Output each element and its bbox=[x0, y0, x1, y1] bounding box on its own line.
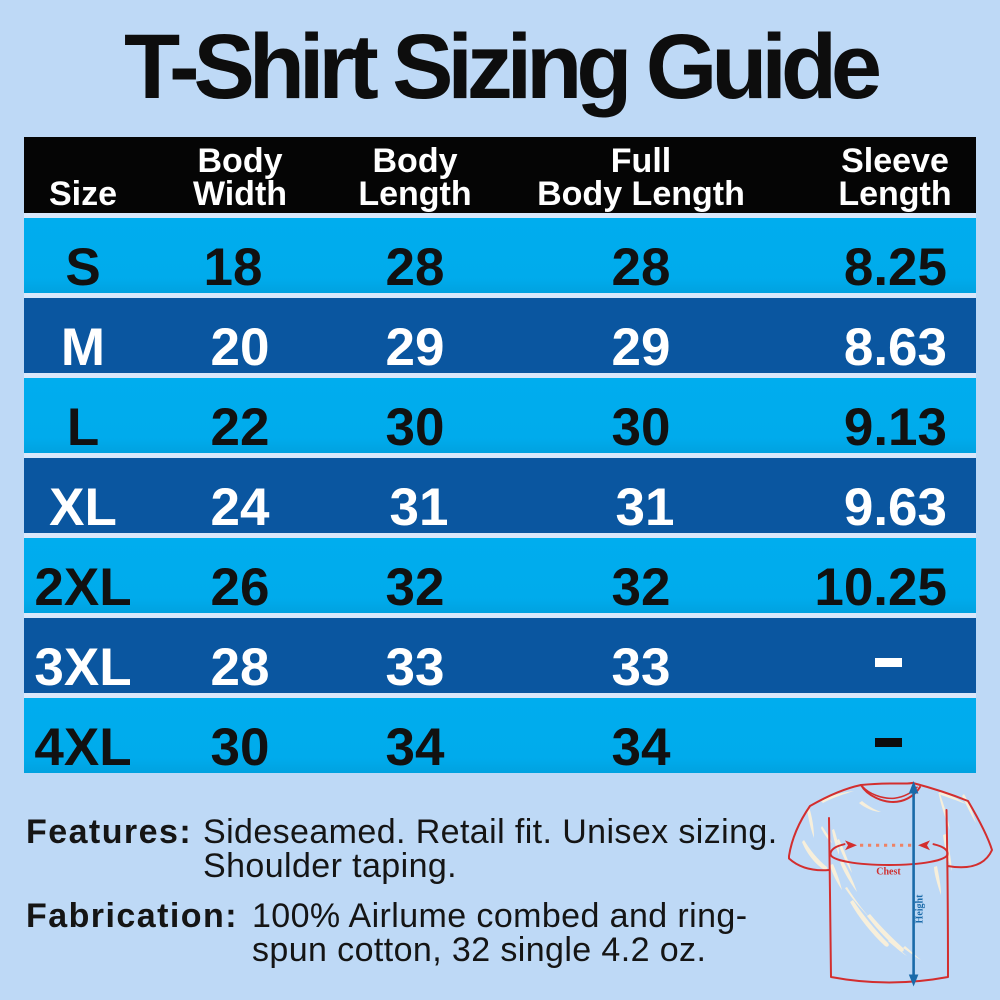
svg-text:Chest: Chest bbox=[876, 867, 901, 878]
svg-text:Height: Height bbox=[915, 894, 926, 924]
